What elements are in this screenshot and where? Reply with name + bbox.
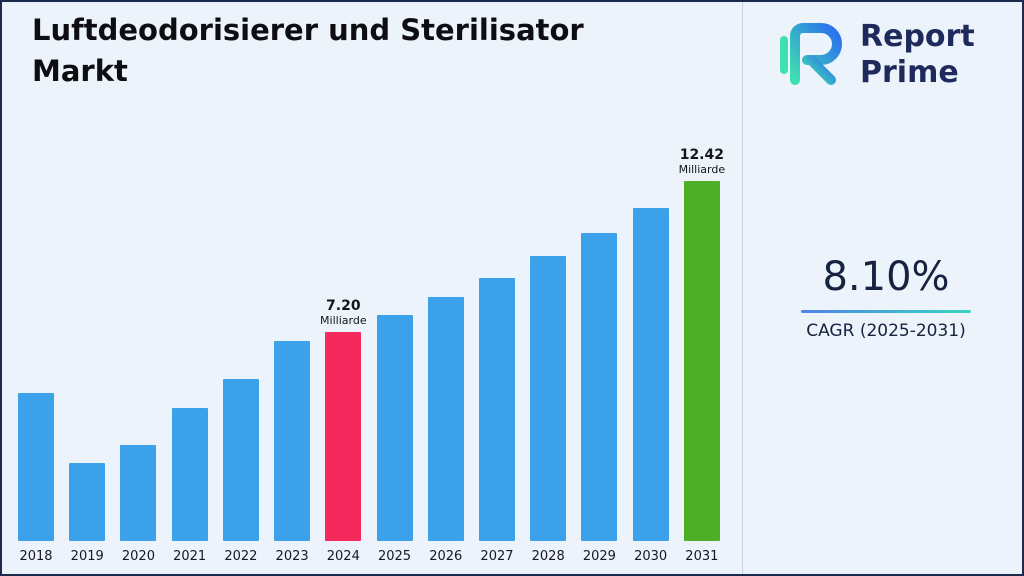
cagr-label: CAGR (2025-2031): [806, 321, 966, 341]
cagr-accent-line: [801, 310, 971, 313]
year-label-2025: 2025: [377, 549, 412, 564]
year-label-2031: 2031: [685, 549, 719, 564]
bar-column-2030: 2030: [632, 208, 669, 564]
year-label-2019: 2019: [70, 549, 104, 564]
cagr-block: 8.10% CAGR (2025-2031): [801, 254, 971, 341]
brand-name-line2: Prime: [860, 55, 959, 90]
bar-2030: [632, 208, 669, 541]
bar-2024: [325, 332, 362, 541]
bar-column-2018: 2018: [18, 393, 54, 564]
bar-column-2020: 2020: [120, 445, 157, 564]
bar-2028: [530, 256, 567, 541]
page-title-line2: Markt: [32, 53, 128, 88]
bar-2021: [171, 408, 208, 541]
bar-column-2029: 2029: [581, 233, 618, 564]
year-label-2024: 2024: [326, 549, 360, 564]
bar-column-2028: 2028: [530, 256, 567, 564]
bar-annotation-unit: Milliarde: [320, 314, 367, 327]
bar-2026: [427, 297, 464, 541]
bar-annotation-unit: Milliarde: [678, 163, 726, 176]
bar-chart: 2018 2019 2020 2021 2022 2023 7.20 Milliarde 202…: [18, 147, 726, 564]
bar-column-2031: 12.42 Milliarde 2031: [679, 147, 726, 564]
year-label-2022: 2022: [224, 549, 258, 564]
brand-name-line1: Report: [860, 19, 975, 54]
bar-2023: [274, 341, 311, 541]
bar-2027: [478, 278, 515, 541]
bar-annotation-value: 12.42: [679, 147, 724, 163]
vertical-divider: [742, 2, 743, 574]
bar-2025: [376, 315, 413, 541]
year-label-2021: 2021: [173, 549, 207, 564]
year-label-2023: 2023: [275, 549, 309, 564]
year-label-2029: 2029: [582, 549, 616, 564]
bar-column-2027: 2027: [478, 278, 515, 564]
bar-annotation-value: 7.20: [326, 298, 361, 314]
cagr-value: 8.10%: [822, 254, 950, 300]
bar-annotation-2024: 7.20 Milliarde: [320, 298, 367, 327]
bar-column-2022: 2022: [222, 379, 259, 564]
page-title-line1: Luftdeodorisierer und Sterilisator: [32, 13, 584, 47]
bar-column-2021: 2021: [171, 408, 208, 564]
year-label-2027: 2027: [480, 549, 514, 564]
page-title: Luftdeodorisierer und Sterilisator Markt: [32, 10, 584, 91]
bar-column-2023: 2023: [274, 341, 311, 564]
bar-column-2019: 2019: [69, 463, 106, 564]
bar-2029: [581, 233, 618, 541]
bar-2020: [120, 445, 157, 541]
brand-block: Report Prime: [770, 14, 975, 96]
bar-2031: [683, 181, 720, 541]
bar-column-2025: 2025: [376, 315, 413, 564]
brand-name: Report Prime: [860, 19, 975, 91]
bar-column-2024: 7.20 Milliarde 2024: [320, 298, 367, 564]
bar-annotation-2031: 12.42 Milliarde: [679, 147, 726, 176]
year-label-2028: 2028: [531, 549, 565, 564]
bar-2022: [222, 379, 259, 541]
year-label-2020: 2020: [121, 549, 155, 564]
year-label-2030: 2030: [634, 549, 668, 564]
bar-2019: [69, 463, 106, 541]
year-label-2026: 2026: [429, 549, 463, 564]
report-prime-logo-icon: [770, 14, 850, 96]
bar-2018: [18, 393, 54, 541]
year-label-2018: 2018: [19, 549, 53, 564]
bar-column-2026: 2026: [427, 297, 464, 564]
